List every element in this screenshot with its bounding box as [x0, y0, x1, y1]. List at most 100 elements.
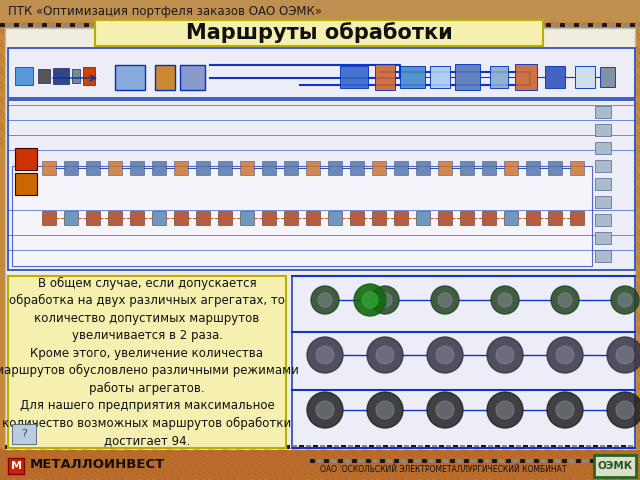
Bar	[385, 23, 390, 27]
Bar	[257, 445, 262, 449]
Bar	[446, 445, 451, 449]
Circle shape	[551, 286, 579, 314]
Bar	[5, 445, 10, 449]
Bar	[575, 66, 595, 88]
Bar	[432, 445, 437, 449]
Bar	[553, 23, 558, 27]
Bar	[537, 445, 542, 449]
Circle shape	[318, 293, 332, 307]
Bar	[315, 23, 320, 27]
Bar	[218, 161, 232, 175]
Bar	[355, 445, 360, 449]
Bar	[492, 459, 497, 463]
Bar	[548, 161, 562, 175]
Circle shape	[487, 337, 523, 373]
Bar	[278, 445, 283, 449]
Bar	[516, 445, 521, 449]
Circle shape	[307, 337, 343, 373]
Bar	[378, 23, 383, 27]
Bar	[572, 445, 577, 449]
Bar	[588, 23, 593, 27]
Bar	[320, 445, 325, 449]
Bar	[397, 445, 402, 449]
Circle shape	[376, 401, 394, 419]
Bar	[628, 445, 633, 449]
Bar	[12, 445, 17, 449]
Circle shape	[616, 401, 634, 419]
Bar	[196, 23, 201, 27]
Bar	[40, 445, 45, 449]
Bar	[565, 445, 570, 449]
Bar	[548, 211, 562, 225]
Bar	[441, 23, 446, 27]
Bar	[266, 23, 271, 27]
Bar	[576, 459, 581, 463]
Bar	[336, 23, 341, 27]
Bar	[108, 211, 122, 225]
Bar	[15, 67, 33, 85]
Bar	[61, 445, 66, 449]
Bar	[551, 445, 556, 449]
Bar	[362, 445, 367, 449]
Circle shape	[436, 401, 454, 419]
Bar	[35, 23, 40, 27]
Circle shape	[371, 286, 399, 314]
Bar	[340, 66, 368, 88]
Bar	[607, 445, 612, 449]
Bar	[581, 23, 586, 27]
Bar	[280, 23, 285, 27]
Circle shape	[376, 346, 394, 364]
Bar	[306, 211, 320, 225]
Bar	[292, 276, 635, 448]
Bar	[0, 0, 640, 22]
Bar	[623, 23, 628, 27]
Circle shape	[436, 346, 454, 364]
Bar	[240, 161, 254, 175]
Bar	[404, 445, 409, 449]
Circle shape	[487, 392, 523, 428]
Bar	[306, 161, 320, 175]
Circle shape	[378, 293, 392, 307]
Bar	[38, 69, 50, 83]
Bar	[271, 445, 276, 449]
Bar	[600, 445, 605, 449]
Bar	[595, 196, 611, 208]
Bar	[47, 445, 52, 449]
Bar	[33, 445, 38, 449]
Bar	[7, 23, 12, 27]
Bar	[400, 66, 425, 88]
Bar	[294, 23, 299, 27]
Bar	[429, 459, 434, 463]
Text: Маршруты обработки: Маршруты обработки	[186, 23, 452, 44]
Bar	[96, 445, 101, 449]
Bar	[243, 445, 248, 449]
Bar	[331, 459, 336, 463]
Bar	[530, 445, 535, 449]
Bar	[334, 445, 339, 449]
Bar	[392, 23, 397, 27]
Bar	[313, 445, 318, 449]
Bar	[187, 445, 192, 449]
Text: ПТК «Оптимизация портфеля заказов ОАО ОЭМК»: ПТК «Оптимизация портфеля заказов ОАО ОЭ…	[8, 4, 322, 17]
Bar	[75, 445, 80, 449]
Bar	[583, 459, 588, 463]
Bar	[504, 161, 518, 175]
Bar	[595, 142, 611, 154]
Bar	[560, 23, 565, 27]
Bar	[597, 459, 602, 463]
Bar	[328, 161, 342, 175]
Bar	[394, 161, 408, 175]
Bar	[499, 459, 504, 463]
Bar	[618, 459, 623, 463]
Bar	[19, 445, 24, 449]
Bar	[415, 459, 420, 463]
Circle shape	[427, 337, 463, 373]
Bar	[485, 459, 490, 463]
Circle shape	[427, 392, 463, 428]
Circle shape	[307, 392, 343, 428]
Bar	[380, 459, 385, 463]
Bar	[229, 445, 234, 449]
Bar	[131, 445, 136, 449]
Bar	[450, 459, 455, 463]
Bar	[130, 161, 144, 175]
